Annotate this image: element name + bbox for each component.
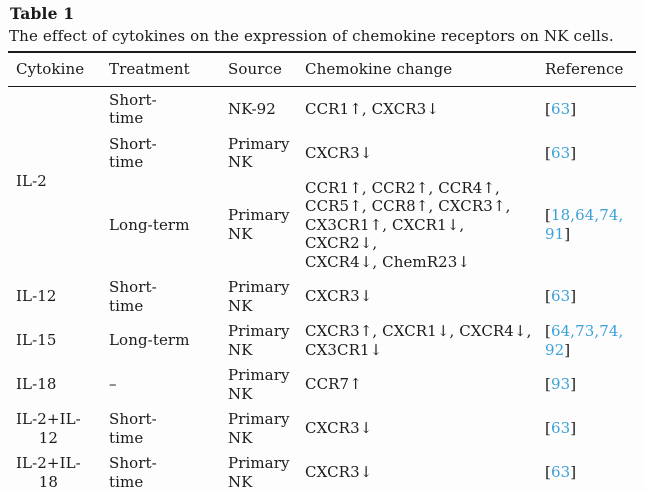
cell-reference: [18,64,74, 91] (537, 175, 636, 275)
reference-bracket-open: [ (545, 287, 551, 306)
table-title: Table 1 (10, 4, 75, 23)
reference-link[interactable]: 93 (550, 375, 571, 394)
cell-source: Primary NK (228, 206, 290, 243)
cell-cytokine: IL-18 (8, 363, 101, 407)
table-row: IL-2+IL- 12 Short- time Primary NK CXCR3↓ [6… (8, 407, 636, 451)
table-caption: The effect of cytokines on the expressio… (9, 27, 614, 45)
cell-source: Primary NK (228, 410, 290, 447)
cell-chemokine-change: CCR7↑ (305, 375, 362, 394)
table-row: IL-15 Long-term Primary NK CXCR3↑, CXCR1↓, … (8, 319, 636, 363)
reference-bracket-open: [ (545, 419, 551, 438)
cell-chemokine-change: CXCR3↓ (305, 143, 373, 162)
reference-bracket-close: ] (564, 224, 571, 243)
column-header-cytokine: Cytokine (8, 51, 101, 87)
reference-link[interactable]: 63 (550, 463, 571, 482)
cell-treatment: Short- time (109, 90, 157, 128)
table-row: IL-2+IL- 18 Short- time Primary NK CXCR3↓ [6… (8, 451, 636, 492)
cytokine-label: IL-2+IL- 12 (16, 410, 81, 447)
reference-bracket-open: [ (545, 206, 551, 225)
cell-treatment: Short- time (109, 410, 157, 447)
cell-cytokine: IL-12 (8, 275, 101, 319)
cell-source: Primary NK (228, 454, 290, 491)
reference-link[interactable]: 64,73,74, 92 (545, 322, 624, 359)
cell-reference: [63] (537, 87, 636, 132)
column-header-source: Source (220, 51, 297, 87)
cell-reference: [63] (537, 131, 636, 175)
cytokine-label: IL-2 (16, 171, 47, 190)
reference-bracket-open: [ (545, 143, 551, 162)
cell-source: NK-92 (228, 99, 276, 118)
cell-treatment: Short- time (109, 134, 157, 172)
reference-bracket-open: [ (545, 463, 551, 482)
cell-cytokine: IL-2+IL- 18 (8, 451, 101, 492)
cell-cytokine: IL-2+IL- 12 (8, 407, 101, 451)
cell-treatment: – (109, 375, 117, 394)
reference-bracket-open: [ (545, 99, 551, 118)
cell-source: Primary NK (228, 278, 290, 315)
table-row: Short- time Primary NK CXCR3↓ [63] (8, 131, 636, 175)
reference-bracket-close: ] (570, 99, 577, 118)
cell-cytokine: IL-15 (8, 319, 101, 363)
table-body: IL-2 Short- time NK-92 CCR1↑, CXCR3↓ [63] Sho… (8, 87, 636, 492)
reference-bracket-close: ] (570, 143, 577, 162)
cytokine-label: IL-2+IL- 18 (16, 454, 81, 491)
reference-bracket-open: [ (545, 375, 551, 394)
reference-link[interactable]: 63 (550, 287, 571, 306)
cytokine-receptor-table: Cytokine Treatment Source Chemokine chan… (8, 51, 636, 492)
cell-cytokine: IL-2 (8, 87, 101, 275)
cell-reference: [63] (537, 275, 636, 319)
cell-chemokine-change: CXCR3↓ (305, 419, 373, 438)
cell-reference: [63] (537, 407, 636, 451)
cell-treatment: Short- time (109, 278, 157, 315)
table-row: IL-12 Short- time Primary NK CXCR3↓ [63] (8, 275, 636, 319)
cell-reference: [63] (537, 451, 636, 492)
table-row: IL-18 – Primary NK CCR7↑ [93] (8, 363, 636, 407)
cell-source: Primary NK (228, 134, 290, 172)
reference-bracket-close: ] (570, 287, 577, 306)
reference-link[interactable]: 63 (550, 143, 571, 162)
reference-bracket-close: ] (570, 419, 577, 438)
cytokine-label: IL-12 (16, 287, 57, 306)
cell-treatment: Long-term (109, 331, 190, 350)
cell-chemokine-change: CCR1↑, CCR2↑, CCR4↑, CCR5↑, CCR8↑, CXCR3… (305, 178, 511, 271)
cytokine-label: IL-15 (16, 331, 57, 350)
table-row: IL-2 Short- time NK-92 CCR1↑, CXCR3↓ [63] (8, 87, 636, 190)
cell-reference: [64,73,74, 92] (537, 319, 636, 363)
reference-link[interactable]: 63 (550, 99, 571, 118)
reference-bracket-close: ] (564, 340, 571, 359)
reference-bracket-open: [ (545, 322, 551, 340)
table-row: Long-term Primary NK CCR1↑, CCR2↑, CCR4↑, … (8, 175, 636, 275)
cell-chemokine-change: CXCR3↓ (305, 463, 373, 482)
reference-bracket-close: ] (570, 463, 577, 482)
reference-bracket-close: ] (570, 375, 577, 394)
reference-link[interactable]: 63 (550, 419, 571, 438)
reference-link[interactable]: 18,64,74, 91 (545, 206, 624, 243)
cell-treatment: Long-term (109, 215, 190, 234)
cell-chemokine-change: CCR1↑, CXCR3↓ (305, 99, 439, 118)
cell-chemokine-change: CXCR3↓ (305, 287, 373, 306)
column-header-treatment: Treatment (101, 51, 220, 87)
cell-chemokine-change: CXCR3↑, CXCR1↓, CXCR4↓, CX3CR1↓ (305, 322, 532, 359)
column-header-reference: Reference (537, 51, 636, 87)
column-header-chemokine-change: Chemokine change (297, 51, 537, 87)
cell-source: Primary NK (228, 322, 290, 359)
cell-reference: [93] (537, 363, 636, 407)
cell-treatment: Short- time (109, 454, 157, 491)
cell-source: Primary NK (228, 366, 290, 403)
table-header-row: Cytokine Treatment Source Chemokine chan… (8, 51, 636, 87)
cytokine-label: IL-18 (16, 375, 57, 394)
